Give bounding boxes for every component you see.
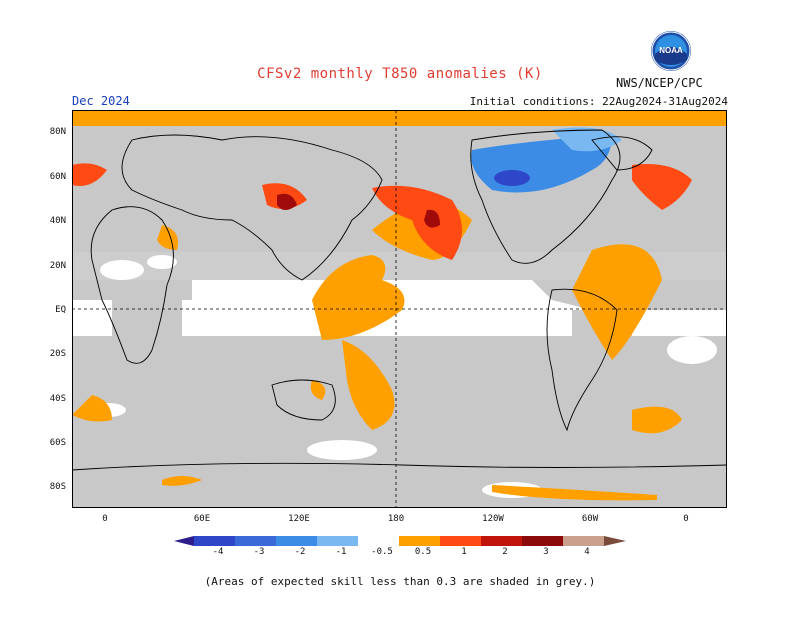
lat-label: 40N — [49, 216, 66, 226]
colorbar-label: -1 — [335, 547, 347, 557]
coastlines — [72, 129, 727, 471]
org-label: NWS/NCEP/CPC — [616, 76, 703, 90]
lon-label: 180 — [387, 514, 405, 524]
anomaly-map — [72, 110, 727, 508]
map-frame — [72, 110, 727, 508]
lat-label: 80S — [49, 482, 66, 492]
colorbar-label: -3 — [253, 547, 265, 557]
valid-month: Dec 2024 — [72, 94, 130, 108]
colorbar-label: 1 — [461, 547, 467, 557]
lat-label: 40S — [49, 394, 66, 404]
cold-anomaly — [471, 127, 622, 193]
colorbar-arrow-left — [174, 536, 194, 546]
colorbar-label: -0.5 — [371, 547, 393, 557]
lon-label: 0 — [683, 514, 689, 524]
lon-label: 60W — [581, 514, 599, 524]
chart-title: CFSv2 monthly T850 anomalies (K) — [257, 66, 543, 82]
warm-anomaly-darkred — [277, 193, 440, 228]
skill-footnote: (Areas of expected skill less than 0.3 a… — [204, 575, 596, 588]
colorbar-label: 3 — [543, 547, 549, 557]
noaa-logo: NOAA — [651, 31, 691, 71]
lon-label: 60E — [193, 514, 211, 524]
lat-label: 60N — [49, 172, 66, 182]
colorbar-label: -4 — [212, 547, 224, 557]
lon-label: 0 — [102, 514, 108, 524]
lat-label: 60S — [49, 438, 66, 448]
colorbar-label: -2 — [294, 547, 306, 557]
colorbar-label: 4 — [584, 547, 590, 557]
lon-label: 120W — [482, 514, 504, 524]
colorbar-arrow-right — [604, 536, 626, 546]
lat-label: EQ — [55, 305, 66, 315]
lat-label: 20N — [49, 261, 66, 271]
colorbar-label: 0.5 — [414, 547, 432, 557]
initial-conditions: Initial conditions: 22Aug2024-31Aug2024 — [469, 95, 728, 108]
svg-text:NOAA: NOAA — [659, 46, 683, 55]
lat-label: 80N — [49, 127, 66, 137]
colorbar-label: 2 — [502, 547, 508, 557]
lon-label: 120E — [288, 514, 310, 524]
lat-label: 20S — [49, 349, 66, 359]
colorbar — [174, 536, 626, 546]
